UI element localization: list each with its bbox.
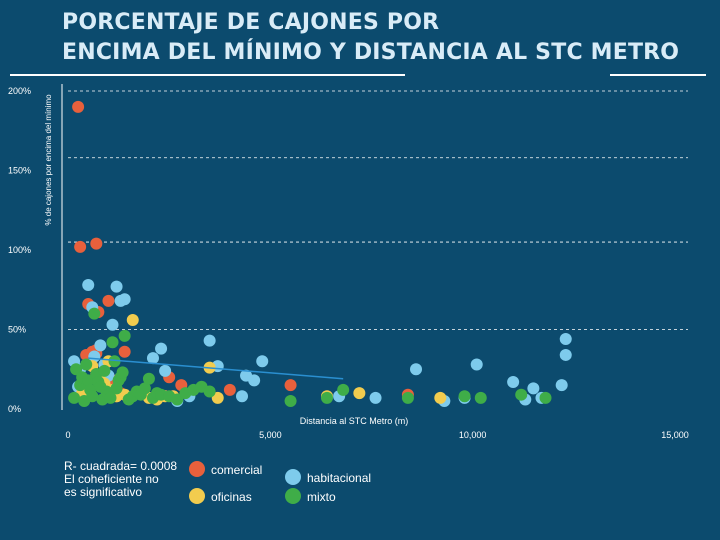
chart-title: PORCENTAJE DE CAJONES POR ENCIMA DEL MÍN… — [62, 8, 679, 68]
legend-label-oficinas: oficinas — [211, 490, 252, 504]
point-mixto — [203, 385, 216, 398]
point-comercial — [102, 294, 115, 307]
legend-marker-mixto — [285, 488, 301, 504]
title-rule-left — [10, 74, 405, 76]
data-points — [68, 100, 572, 408]
y-tick-labels: 0% 50% 100% 150% 200% — [8, 86, 31, 414]
point-comercial — [284, 379, 297, 392]
point-habitacional — [159, 364, 172, 377]
legend-label-habitacional: habitacional — [307, 471, 371, 485]
point-mixto — [320, 391, 333, 404]
point-habitacional — [507, 375, 520, 388]
point-habitacional — [559, 348, 572, 361]
point-habitacional — [94, 339, 107, 352]
point-mixto — [88, 307, 101, 320]
point-mixto — [104, 391, 117, 404]
point-mixto — [142, 372, 155, 385]
point-oficinas — [126, 313, 139, 326]
chart-title-line-2: ENCIMA DEL MÍNIMO Y DISTANCIA AL STC MET… — [62, 40, 680, 65]
y-tick-label: 50% — [8, 325, 26, 335]
legend-marker-habitacional — [285, 469, 301, 485]
point-mixto — [337, 383, 350, 396]
point-habitacional — [155, 342, 168, 355]
point-oficinas — [211, 391, 224, 404]
point-mixto — [138, 382, 151, 395]
x-tick-label: 10,000 — [459, 430, 487, 440]
gridlines — [68, 90, 688, 330]
y-tick-label: 100% — [8, 245, 31, 255]
point-mixto — [108, 355, 121, 368]
point-mixto — [116, 366, 129, 379]
point-mixto — [171, 393, 184, 406]
point-habitacional — [470, 358, 483, 371]
point-oficinas — [353, 387, 366, 400]
r-squared-text: R- cuadrada= 0.0008 — [64, 459, 178, 473]
point-mixto — [284, 395, 297, 408]
legend-marker-comercial — [189, 461, 205, 477]
x-tick-labels: 0 5,000 10,000 15,000 — [65, 430, 688, 440]
point-habitacional — [110, 280, 123, 293]
point-mixto — [106, 336, 119, 349]
legend-marker-oficinas — [189, 488, 205, 504]
point-mixto — [80, 358, 93, 371]
point-habitacional — [410, 363, 423, 376]
point-mixto — [118, 329, 131, 342]
point-habitacional — [82, 278, 95, 291]
point-oficinas — [434, 391, 447, 404]
point-habitacional — [369, 391, 382, 404]
title-rule-right — [610, 74, 706, 76]
point-mixto — [82, 374, 95, 387]
point-mixto — [98, 364, 111, 377]
y-tick-label: 150% — [8, 166, 31, 176]
point-comercial — [223, 383, 236, 396]
point-habitacional — [248, 374, 261, 387]
x-tick-label: 5,000 — [259, 430, 282, 440]
point-comercial — [90, 237, 103, 250]
point-habitacional — [555, 379, 568, 392]
point-mixto — [515, 388, 528, 401]
point-mixto — [458, 390, 471, 403]
point-habitacional — [527, 382, 540, 395]
point-comercial — [74, 240, 87, 253]
x-axis-label: Distancia al STC Metro (m) — [300, 416, 409, 426]
regression-note: R- cuadrada= 0.0008 El coheficiente no e… — [64, 460, 184, 499]
point-mixto — [401, 391, 414, 404]
point-habitacional — [146, 352, 159, 365]
legend-label-mixto: mixto — [307, 490, 336, 504]
point-habitacional — [106, 318, 119, 331]
legend: comercial oficinas habitacional mixto — [189, 461, 371, 504]
x-tick-label: 15,000 — [661, 430, 689, 440]
point-mixto — [68, 391, 81, 404]
point-habitacional — [559, 333, 572, 346]
point-habitacional — [236, 390, 249, 403]
point-habitacional — [118, 293, 131, 306]
point-habitacional — [203, 334, 216, 347]
coefficient-note-line-1: El coheficiente no — [64, 472, 159, 486]
y-axis-label: % de cajones por encima del mínimo — [44, 94, 53, 226]
point-comercial — [118, 345, 131, 358]
point-habitacional — [256, 355, 269, 368]
legend-label-comercial: comercial — [211, 463, 262, 477]
x-tick-label: 0 — [65, 430, 70, 440]
trend-line — [88, 357, 344, 380]
point-mixto — [539, 391, 552, 404]
y-tick-label: 200% — [8, 86, 31, 96]
point-mixto — [86, 390, 99, 403]
y-tick-label: 0% — [8, 404, 21, 414]
point-mixto — [474, 391, 487, 404]
coefficient-note-line-2: es significativo — [64, 485, 143, 499]
point-comercial — [72, 100, 85, 113]
chart-title-line-1: PORCENTAJE DE CAJONES POR — [62, 10, 440, 35]
